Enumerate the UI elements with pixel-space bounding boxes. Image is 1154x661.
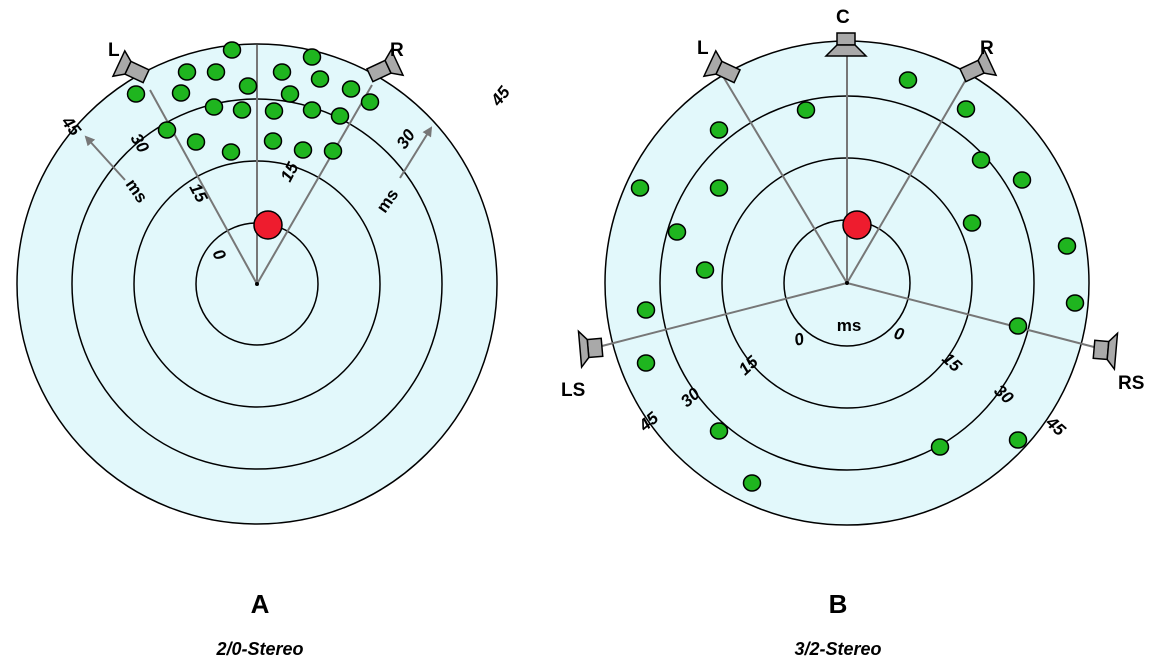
diagram-b: L C R LS RS 0 15 30 45 0 15 30 45 ms — [561, 7, 1144, 659]
reflection-dot — [157, 121, 177, 139]
reflection-dot — [263, 132, 283, 150]
direct-source-b — [842, 210, 872, 240]
reflection-dot — [360, 93, 380, 111]
reflection-dot — [221, 143, 241, 161]
reflection-dot — [323, 142, 343, 160]
speaker-c-label: C — [836, 7, 850, 28]
reflection-dot — [962, 214, 982, 232]
reflection-dot — [636, 354, 656, 372]
reflection-dot — [177, 63, 197, 81]
reflection-dot — [898, 71, 918, 89]
reflection-dot — [1008, 317, 1028, 335]
speaker-l-icon — [702, 49, 742, 84]
reflection-dot — [341, 80, 361, 98]
reflection-dot — [126, 85, 146, 103]
reflection-dot — [232, 101, 252, 119]
reflection-dot — [695, 261, 715, 279]
reflection-dot — [709, 422, 729, 440]
reflection-dot — [709, 121, 729, 139]
line-to-r — [256, 84, 373, 285]
reflection-dot — [709, 179, 729, 197]
line-to-rs — [846, 282, 1095, 348]
speaker-l-icon — [111, 49, 151, 84]
reflection-dot — [667, 223, 687, 241]
reflection-dot — [186, 133, 206, 151]
reflection-dot — [272, 63, 292, 81]
unit-b-center: ms — [837, 316, 862, 335]
reflection-dot — [742, 474, 762, 492]
diagram-a-caption: 2/0-Stereo — [215, 639, 303, 659]
speaker-r-label: R — [390, 40, 404, 61]
reflection-dot — [956, 100, 976, 118]
speaker-r-icon — [958, 48, 998, 83]
tick-a-right-45: 45 — [487, 82, 515, 110]
arrow-right — [399, 126, 433, 179]
reflection-dot — [293, 141, 313, 159]
reflection-dot — [636, 301, 656, 319]
reflection-dot — [330, 107, 350, 125]
reflection-dot — [971, 151, 991, 169]
line-to-ls — [601, 282, 848, 347]
speaker-c-icon — [824, 32, 868, 57]
reflection-dot — [302, 101, 322, 119]
diagram-b-letter: B — [829, 589, 848, 619]
reflection-dot — [238, 77, 258, 95]
diagram-a: L R 0 15 30 45 ms 15 30 45 ms — [16, 40, 515, 659]
center-point — [255, 282, 259, 286]
speaker-r-icon — [365, 48, 405, 83]
arrow-left — [84, 135, 126, 181]
reflection-dot — [204, 98, 224, 116]
speaker-ls-label: LS — [561, 380, 585, 401]
center-point — [845, 281, 849, 285]
reflection-dot — [222, 41, 242, 59]
line-to-r — [846, 75, 969, 284]
speaker-rs-label: RS — [1118, 373, 1144, 394]
line-to-l — [723, 77, 848, 284]
speaker-ls-icon — [577, 329, 604, 370]
reflection-dot — [1012, 171, 1032, 189]
reflection-dot — [1008, 431, 1028, 449]
reflection-dot — [930, 438, 950, 456]
reflection-dot — [171, 84, 191, 102]
direct-source-a — [253, 210, 283, 240]
reflection-dot — [796, 101, 816, 119]
speaker-l-label: L — [108, 40, 120, 61]
reflection-dot — [630, 179, 650, 197]
diagram-a-letter: A — [251, 589, 270, 619]
reflection-dot — [1057, 237, 1077, 255]
diagram-b-caption: 3/2-Stereo — [794, 639, 881, 659]
reflection-dot — [264, 102, 284, 120]
reflections-b — [630, 71, 1085, 492]
speaker-rs-icon — [1092, 331, 1119, 372]
reflection-dot — [280, 85, 300, 103]
reflection-dot — [206, 63, 226, 81]
speaker-r-label: R — [980, 38, 994, 59]
reflection-dot — [310, 70, 330, 88]
reflection-dot — [302, 48, 322, 66]
reflection-dot — [1065, 294, 1085, 312]
reflections-a — [126, 41, 380, 161]
speaker-l-label: L — [697, 38, 709, 59]
